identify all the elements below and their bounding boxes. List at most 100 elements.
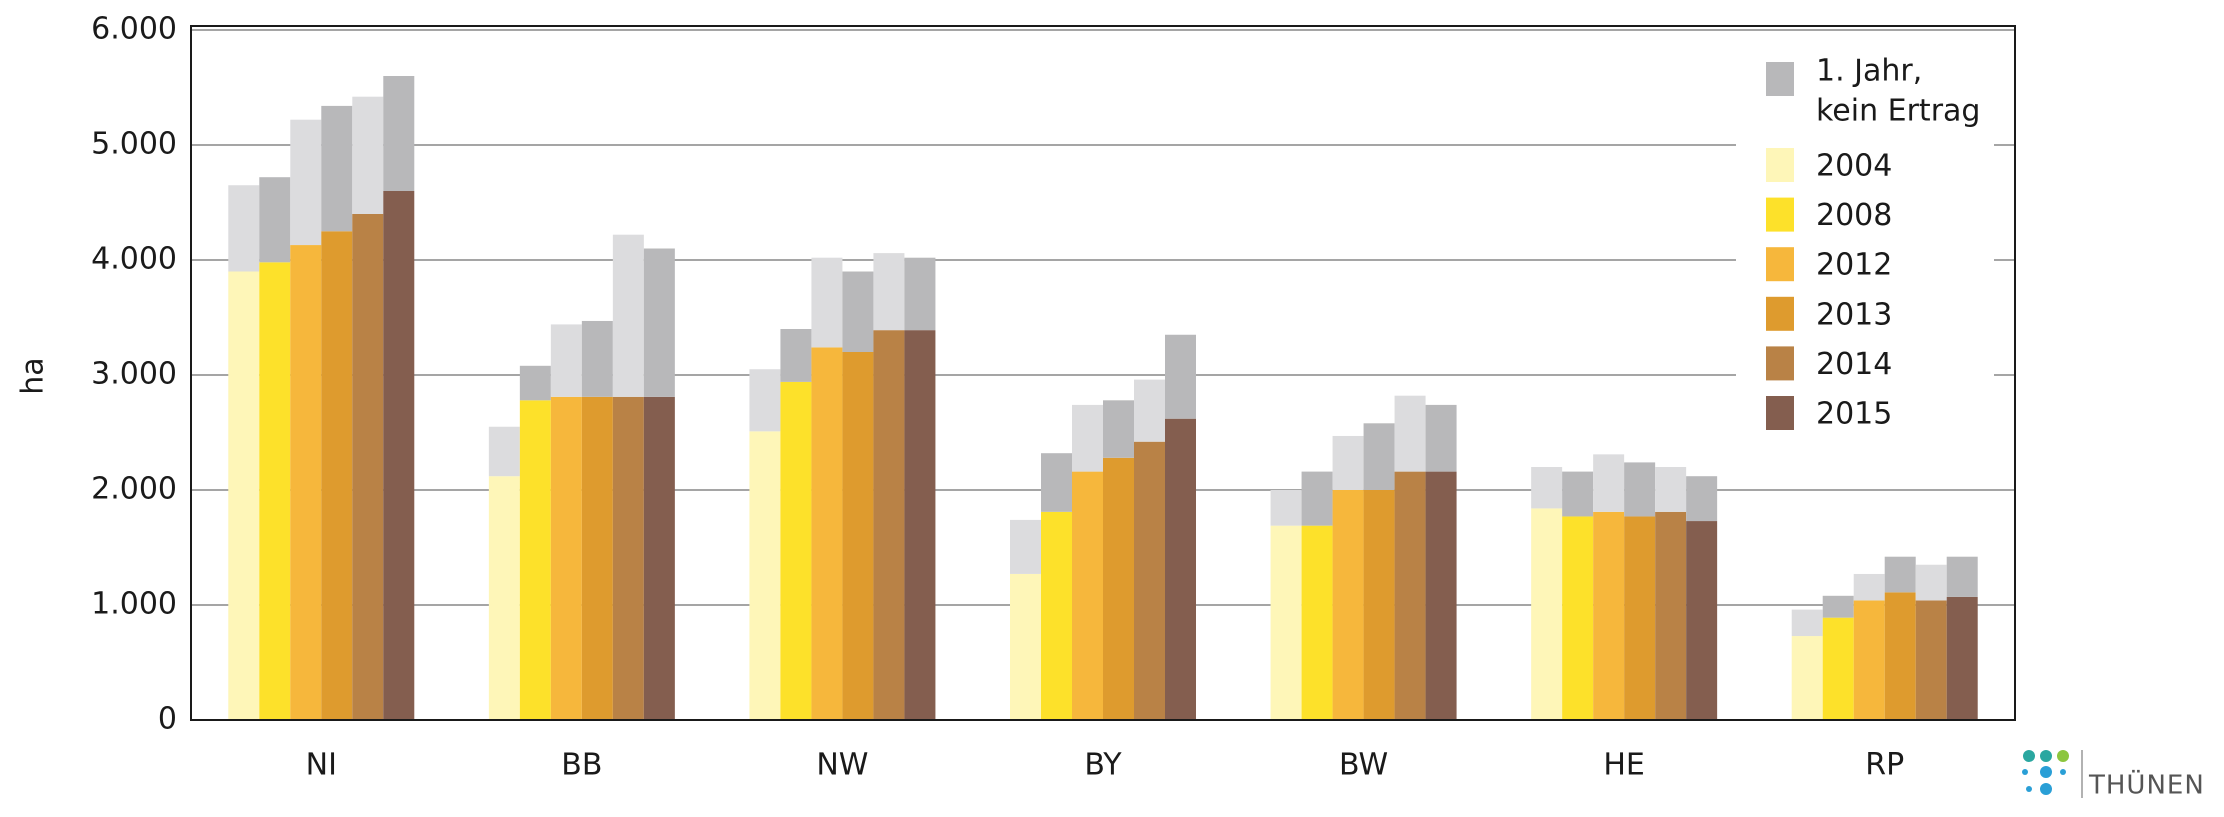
bar-segment-first-year — [749, 369, 781, 432]
x-tick-label: RP — [1865, 748, 1904, 783]
bar-segment-first-year — [873, 253, 905, 331]
legend-label: 2008 — [1816, 198, 1892, 233]
bar-segment-first-year — [1686, 476, 1718, 522]
y-axis-label: ha — [16, 357, 51, 394]
bar-segment — [842, 352, 874, 720]
bar-segment — [811, 347, 843, 720]
bar-segment-first-year — [259, 177, 291, 263]
bar-segment — [1134, 441, 1165, 720]
bar-segment — [1915, 600, 1947, 720]
legend-swatch — [1766, 296, 1794, 331]
bar-segment — [1363, 490, 1395, 720]
y-tick-label: 2.000 — [91, 472, 177, 507]
bar-segment-first-year — [383, 76, 415, 191]
bar-segment — [1270, 525, 1302, 720]
y-tick-label: 1.000 — [91, 587, 177, 622]
bar-segment — [749, 431, 781, 720]
bar-segment — [321, 231, 353, 720]
bar-segment — [550, 396, 582, 720]
bar-segment — [1853, 600, 1885, 720]
legend-swatch — [1766, 62, 1794, 96]
legend-swatch — [1766, 197, 1794, 232]
legend-label: 2014 — [1816, 347, 1892, 382]
bar-segment-first-year — [1853, 573, 1885, 601]
bar-segment-first-year — [1041, 453, 1072, 512]
bar-segment — [228, 271, 260, 720]
legend-label: 2004 — [1816, 149, 1892, 184]
x-tick-label: NW — [816, 748, 868, 783]
bar-segment-first-year — [1134, 379, 1165, 442]
bar-segment-first-year — [612, 234, 644, 397]
bar-segment — [1072, 471, 1103, 720]
legend-label: 2012 — [1816, 248, 1892, 283]
bar-segment-first-year — [1593, 454, 1625, 512]
bar-segment-first-year — [1270, 490, 1302, 526]
bar-segment-first-year — [1394, 395, 1426, 472]
bar-segment — [290, 245, 322, 721]
bar-segment-first-year — [1103, 400, 1134, 458]
bar-segment — [1425, 471, 1457, 720]
bar-segment — [1884, 592, 1916, 720]
y-tick-label: 5.000 — [91, 127, 177, 162]
bar-segment — [581, 396, 613, 720]
bar-segment-first-year — [643, 248, 675, 397]
bar-segment — [1593, 511, 1625, 720]
y-tick-label: 0 — [158, 702, 177, 737]
bar-segment-first-year — [290, 119, 322, 246]
bar-segment — [1041, 511, 1072, 720]
plot-frame — [190, 25, 2016, 721]
bar-segment-first-year — [1301, 471, 1333, 526]
legend: 1. Jahr, kein Ertrag 2004 2008 2012 2013 2014 2… — [1736, 46, 1994, 444]
x-tick-label: BB — [561, 748, 602, 783]
bar-segment-first-year — [228, 185, 260, 272]
bar-segment-first-year — [1884, 556, 1916, 593]
bar-segment — [904, 330, 936, 720]
bar-segment-first-year — [780, 329, 812, 382]
bar-segment-first-year — [1791, 609, 1823, 637]
legend-label: 2013 — [1816, 297, 1892, 332]
bar-segment — [1655, 511, 1687, 720]
bar-segment-first-year — [352, 96, 384, 214]
legend-swatch — [1766, 247, 1794, 282]
y-tick-label: 4.000 — [91, 242, 177, 277]
bar-segment — [519, 400, 551, 720]
y-tick-label: 6.000 — [91, 12, 177, 47]
bar-segment — [383, 191, 415, 720]
bar-segment-first-year — [581, 320, 613, 397]
bar-segment — [1531, 508, 1563, 720]
bar-segment-first-year — [1915, 564, 1947, 601]
logo-mark — [2022, 750, 2083, 798]
bar-segment-first-year — [1822, 595, 1854, 618]
bar-segment-first-year — [1165, 334, 1196, 419]
bar-segment — [873, 330, 905, 720]
x-tick-label: BW — [1339, 748, 1388, 783]
bar-segment — [1562, 516, 1594, 720]
bar-segment — [488, 476, 520, 720]
bar-segment — [1686, 521, 1718, 720]
bar-segment-first-year — [1531, 467, 1563, 509]
legend-label: 2015 — [1816, 397, 1892, 432]
logo-text: THÜNEN — [2088, 769, 2205, 801]
bar-segment-first-year — [1425, 404, 1457, 472]
bar-segment-first-year — [1363, 423, 1395, 490]
bar-segment — [259, 262, 291, 720]
bar-segment — [1010, 573, 1041, 720]
bar-segment-first-year — [1010, 519, 1041, 574]
bar-segment-first-year — [904, 257, 936, 331]
x-tick-label: NI — [306, 748, 337, 783]
bar-segment-first-year — [321, 105, 353, 232]
bar-segment — [1791, 636, 1823, 720]
legend-label: 1. Jahr, — [1816, 54, 1922, 89]
bar-segment-first-year — [1655, 467, 1687, 512]
bar-segment — [1822, 617, 1854, 720]
bar-segment — [1165, 418, 1196, 720]
bar-segment — [352, 214, 384, 720]
bar-segment — [1103, 457, 1134, 720]
y-tick-label: 3.000 — [91, 357, 177, 392]
legend-label: kein Ertrag — [1816, 94, 1980, 129]
bar-segment-first-year — [1072, 404, 1103, 472]
bar-segment — [1332, 490, 1364, 720]
bar-segment-first-year — [1946, 556, 1978, 597]
